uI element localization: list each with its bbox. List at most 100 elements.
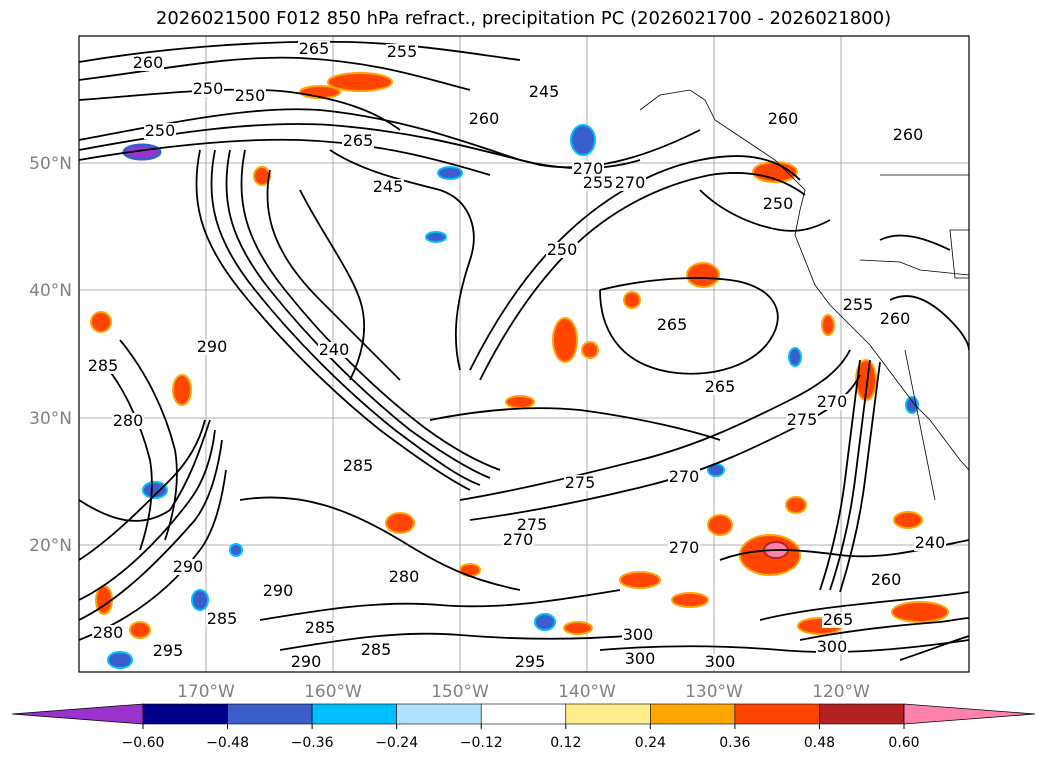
chart-title: 2026021500 F012 850 hPa refract., precip… <box>155 8 892 29</box>
contour-label: 290 <box>197 337 228 356</box>
lon-label: 170°W <box>177 682 235 702</box>
colorbar-segment <box>396 703 482 725</box>
contour-label: 295 <box>153 641 184 660</box>
contour-label: 260 <box>469 109 500 128</box>
contour-label-halo <box>762 196 794 212</box>
contour-label-halo <box>546 242 578 258</box>
colorbar-tick-label: 0.48 <box>804 735 835 751</box>
contour-label-halo <box>870 572 902 588</box>
contour-label: 240 <box>915 533 946 552</box>
contour-label: 250 <box>235 86 266 105</box>
contour-label: 270 <box>615 173 646 192</box>
contour-label: 285 <box>207 609 238 628</box>
contour-label-halo <box>132 55 164 71</box>
contour-label: 285 <box>361 640 392 659</box>
contour-label: 280 <box>93 623 124 642</box>
contour-label: 260 <box>893 125 924 144</box>
lat-label: 40°N <box>29 281 72 301</box>
contour-label: 255 <box>843 295 874 314</box>
contour-label-halo <box>290 654 322 670</box>
lat-label: 20°N <box>29 536 72 556</box>
contour-label: 250 <box>193 79 224 98</box>
contour-label: 265 <box>823 610 854 629</box>
contour-label-halo <box>668 469 700 485</box>
contour-label: 285 <box>88 356 119 375</box>
contour-label-halo <box>372 179 404 195</box>
contour-label: 270 <box>669 467 700 486</box>
contour-label: 285 <box>343 456 374 475</box>
contour-label: 260 <box>871 570 902 589</box>
contour-label-halo <box>622 627 654 643</box>
contour-label-halo <box>704 379 736 395</box>
contour-label: 300 <box>705 652 736 671</box>
colorbar-tick-label: −0.36 <box>291 735 334 751</box>
contour-label-halo <box>767 111 799 127</box>
contour-label: 290 <box>173 557 204 576</box>
colorbar-segment <box>650 703 736 725</box>
map-frame <box>78 35 970 673</box>
colorbar-segment <box>142 703 228 725</box>
contour-label-halo <box>704 654 736 670</box>
contour-label: 275 <box>517 515 548 534</box>
colorbar-segment <box>819 703 905 725</box>
colorbar-tick-label: −0.24 <box>375 735 418 751</box>
colorbar-tick-label: 0.24 <box>635 735 666 751</box>
contour-label-halo <box>92 625 124 641</box>
contour-label: 250 <box>145 121 176 140</box>
contour-label-halo <box>360 642 392 658</box>
contour-label: 250 <box>547 240 578 259</box>
contour-label: 270 <box>573 159 604 178</box>
contour-label-halo <box>112 413 144 429</box>
contour-label-halo <box>342 458 374 474</box>
contour-label: 260 <box>880 309 911 328</box>
contour-label-halo <box>172 559 204 575</box>
colorbar-segment <box>227 703 313 725</box>
colorbar-tick-label: −0.60 <box>122 735 165 751</box>
colorbar-tick-label: −0.12 <box>460 735 503 751</box>
lat-label: 30°N <box>29 409 72 429</box>
contour-label: 270 <box>817 392 848 411</box>
contour-label-halo <box>262 583 294 599</box>
lat-label: 50°N <box>29 154 72 174</box>
contour-label: 265 <box>657 315 688 334</box>
contour-label-halo <box>842 297 874 313</box>
contour-label-halo <box>342 133 374 149</box>
lon-label: 120°W <box>812 682 870 702</box>
colorbar-segment <box>565 703 651 725</box>
contour-label-halo <box>516 517 548 533</box>
contour-label: 265 <box>705 377 736 396</box>
colorbar-tick-label: 0.12 <box>550 735 581 751</box>
contour-label: 250 <box>763 194 794 213</box>
contour-label: 270 <box>669 538 700 557</box>
contour-label-halo <box>144 123 176 139</box>
contour-label-halo <box>879 311 911 327</box>
lon-label: 130°W <box>685 682 743 702</box>
contour-labels: 260 250 250 250 255 265 245 265 260 270 245 255 250 2… <box>87 39 946 671</box>
contour-label: 300 <box>623 625 654 644</box>
contour-label-halo <box>234 88 266 104</box>
colorbar-segment <box>480 703 567 725</box>
contour-label-halo <box>192 81 224 97</box>
coastline <box>639 89 969 501</box>
contour-label-halo <box>206 611 238 627</box>
colorbar-tick-label: −0.48 <box>206 735 249 751</box>
contour-label: 285 <box>305 618 336 637</box>
contour-label-halo <box>914 535 946 551</box>
contour-label: 260 <box>133 53 164 72</box>
contour-label-halo <box>582 175 614 191</box>
contour-label: 245 <box>529 82 560 101</box>
contour-label: 290 <box>291 652 322 671</box>
longitude-labels: 170°W 160°W 150°W 140°W 130°W 120°W <box>177 682 870 702</box>
contour-label: 300 <box>817 637 848 656</box>
contour-label-halo <box>786 412 818 428</box>
contour-label: 260 <box>768 109 799 128</box>
contour-label: 265 <box>299 39 330 58</box>
contour-label: 275 <box>787 410 818 429</box>
contour-label-halo <box>564 475 596 491</box>
contour-label: 300 <box>625 649 656 668</box>
contour-label-halo <box>892 127 924 143</box>
contour-label: 280 <box>389 567 420 586</box>
contour-label-halo <box>196 339 228 355</box>
contour-label-halo <box>572 161 604 177</box>
contour-label-halo <box>468 111 500 127</box>
